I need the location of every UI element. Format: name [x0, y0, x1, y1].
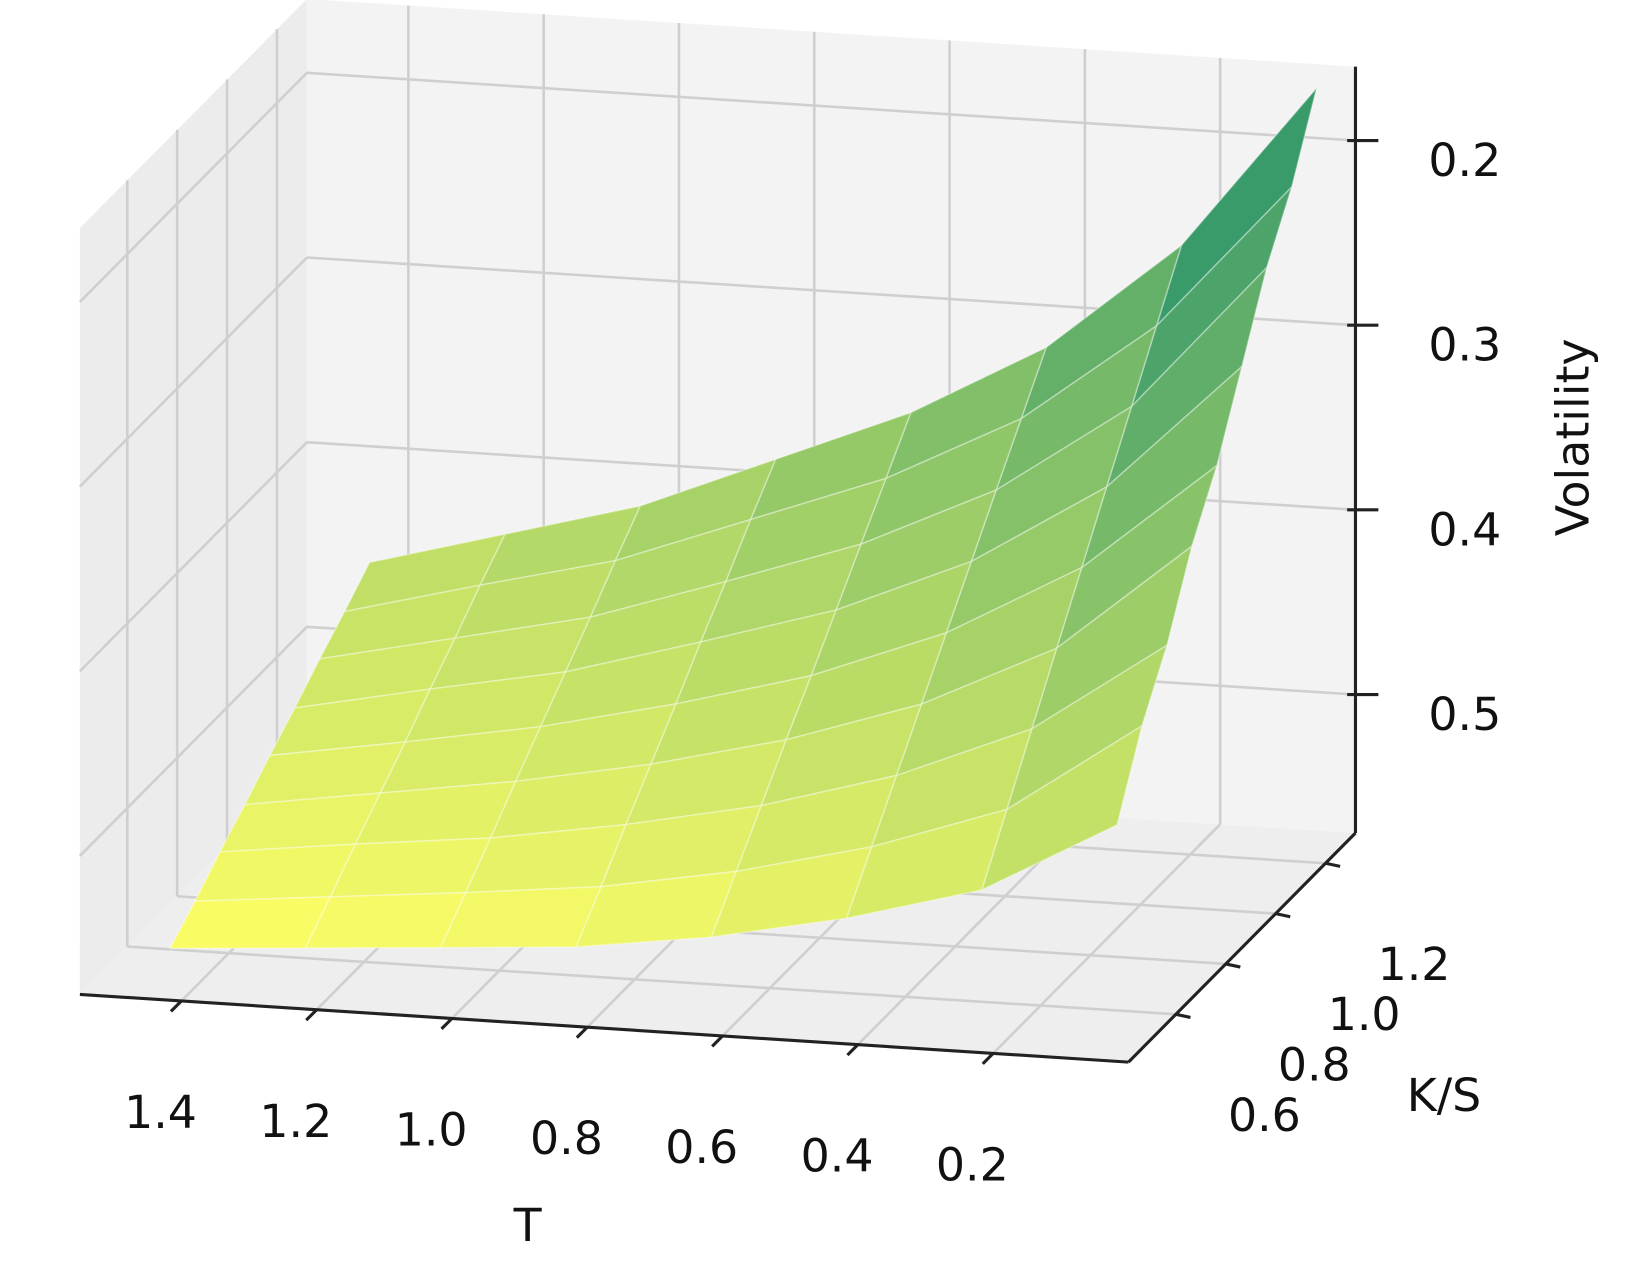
- y-tick: [1175, 1012, 1191, 1019]
- surface-patch: [304, 891, 467, 949]
- y-tick: [1225, 962, 1241, 969]
- x-tick-label: 0.6: [665, 1120, 738, 1174]
- side-pane: [79, 0, 307, 995]
- z-grid-line: [78, 71, 308, 303]
- surface-patch: [343, 533, 506, 613]
- x-tick: [575, 1026, 589, 1039]
- z-grid-line: [306, 71, 1356, 142]
- x-tick-label: 1.0: [395, 1102, 468, 1156]
- y-grid-line: [127, 945, 1176, 1016]
- y-tick-label: 1.0: [1328, 987, 1401, 1041]
- x-tick-label: 1.4: [124, 1085, 197, 1139]
- z-tick-label: 0.5: [1428, 687, 1501, 741]
- z-grid-line: [78, 625, 308, 857]
- x-tick: [440, 1017, 454, 1030]
- x-tick: [169, 999, 183, 1013]
- x-tick-label: 0.4: [801, 1129, 874, 1183]
- x-tick: [846, 1043, 859, 1057]
- y-tick: [1275, 912, 1291, 919]
- z-axis-label: Volatility: [1546, 338, 1600, 536]
- surface-patch: [194, 843, 356, 902]
- y-axis-label: K/S: [1407, 1068, 1482, 1122]
- x-tick: [305, 1008, 318, 1022]
- z-tick-label: 0.3: [1428, 318, 1501, 372]
- x-tick-label: 0.8: [530, 1111, 603, 1165]
- y-axis-line: [1127, 831, 1357, 1064]
- y-tick-label: 0.6: [1228, 1088, 1301, 1142]
- x-axis-label: T: [513, 1198, 543, 1252]
- z-grid-line: [78, 256, 308, 488]
- y-tick: [1325, 861, 1341, 868]
- surface-patch: [244, 741, 406, 806]
- x-tick: [981, 1052, 995, 1065]
- surface-patch: [219, 792, 381, 853]
- z-grid-line: [78, 441, 308, 673]
- surface-patch: [318, 584, 481, 660]
- x-grid-line: [992, 823, 1222, 1055]
- z-tick-label: 0.4: [1428, 502, 1501, 556]
- x-tick-label: 1.2: [259, 1094, 332, 1148]
- surface-patch: [169, 896, 331, 950]
- axes: 1.4 1.2 1.0 0.8 0.6 0.4 0.20.60.81.01.20.20.30…: [79, 66, 1501, 1191]
- x-axis-line: [79, 992, 1129, 1064]
- x-tick: [711, 1034, 724, 1048]
- y-tick-label: 1.2: [1378, 937, 1451, 991]
- y-tick-label: 0.8: [1278, 1038, 1351, 1092]
- x-tick-label: 0.2: [936, 1137, 1009, 1191]
- surface: [169, 87, 1318, 950]
- z-tick-label: 0.2: [1428, 133, 1501, 187]
